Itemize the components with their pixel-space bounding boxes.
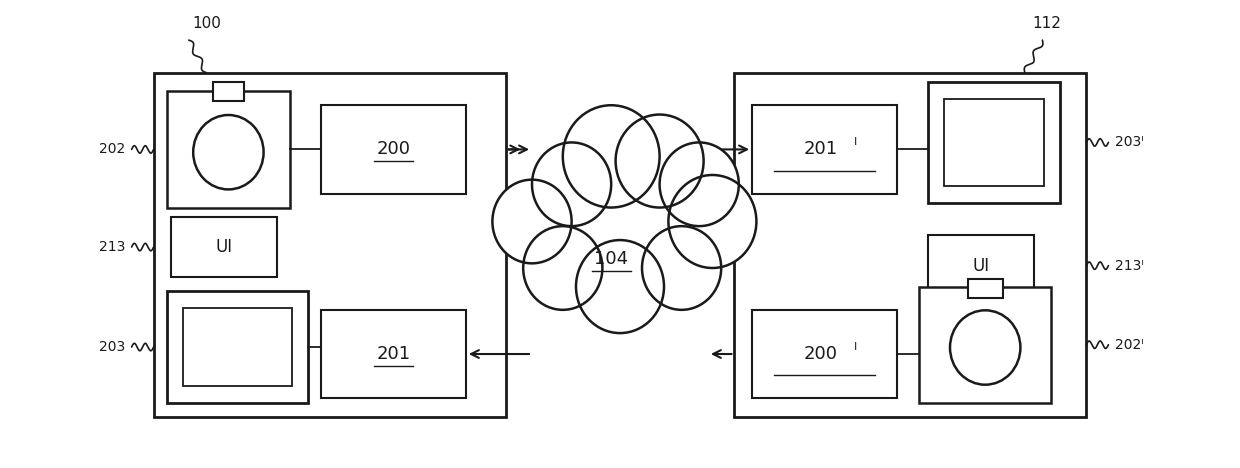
Text: 200: 200 <box>804 345 837 363</box>
Bar <box>967 279 1003 298</box>
Bar <box>154 73 506 417</box>
Circle shape <box>563 105 660 207</box>
Text: UI: UI <box>972 256 990 275</box>
Circle shape <box>523 226 603 310</box>
Bar <box>167 291 308 403</box>
Text: 201: 201 <box>376 345 410 363</box>
Text: I: I <box>854 342 857 351</box>
Text: 112: 112 <box>1033 16 1061 31</box>
Circle shape <box>668 175 756 268</box>
Bar <box>751 310 898 398</box>
Circle shape <box>642 226 722 310</box>
Circle shape <box>492 180 572 263</box>
Bar <box>928 235 1034 296</box>
Bar <box>944 99 1044 186</box>
Text: 202: 202 <box>99 142 125 156</box>
Text: 213: 213 <box>99 240 125 254</box>
Bar <box>321 105 466 194</box>
Circle shape <box>615 115 703 207</box>
Bar <box>182 308 291 386</box>
Bar <box>213 82 244 101</box>
Bar <box>751 105 898 194</box>
Text: 203: 203 <box>99 340 125 354</box>
Text: 213ᴵ: 213ᴵ <box>1115 259 1143 273</box>
Bar <box>167 91 290 207</box>
Bar <box>321 310 466 398</box>
Text: 200: 200 <box>377 140 410 158</box>
Text: UI: UI <box>216 238 233 256</box>
Circle shape <box>532 142 611 226</box>
Circle shape <box>577 240 663 333</box>
Bar <box>919 286 1052 403</box>
Text: 201: 201 <box>804 140 837 158</box>
Text: I: I <box>854 137 857 147</box>
Bar <box>734 73 1086 417</box>
Text: 100: 100 <box>192 16 221 31</box>
Bar <box>928 82 1060 203</box>
Text: 203ᴵ: 203ᴵ <box>1115 135 1143 149</box>
Circle shape <box>660 142 739 226</box>
Text: 202ᴵ: 202ᴵ <box>1115 338 1143 352</box>
Bar <box>171 217 277 277</box>
Text: 104: 104 <box>594 250 629 268</box>
